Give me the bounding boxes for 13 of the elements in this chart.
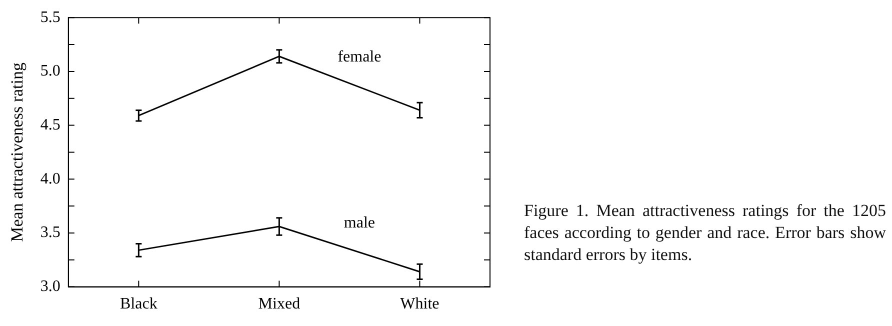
series-label: male [344,214,376,232]
x-tick-label: Black [120,296,158,313]
caption: Figure 1. Mean attractiveness ratings for the 1205 faces according to gender and race. Error bars show standard errors by items. [524,200,886,266]
y-tick-label: 4.5 [40,116,60,134]
y-tick-label: 3.0 [40,278,60,296]
y-axis-title: Mean attractiveness rating [8,62,27,242]
y-tick-label: 3.5 [40,224,60,242]
y-tick-label: 5.0 [40,62,60,80]
y-tick-label: 4.0 [40,170,60,188]
x-tick-label: Mixed [258,296,300,313]
series-label: female [338,48,382,66]
y-tick-label: 5.5 [40,8,60,26]
x-tick-label: White [400,296,440,313]
